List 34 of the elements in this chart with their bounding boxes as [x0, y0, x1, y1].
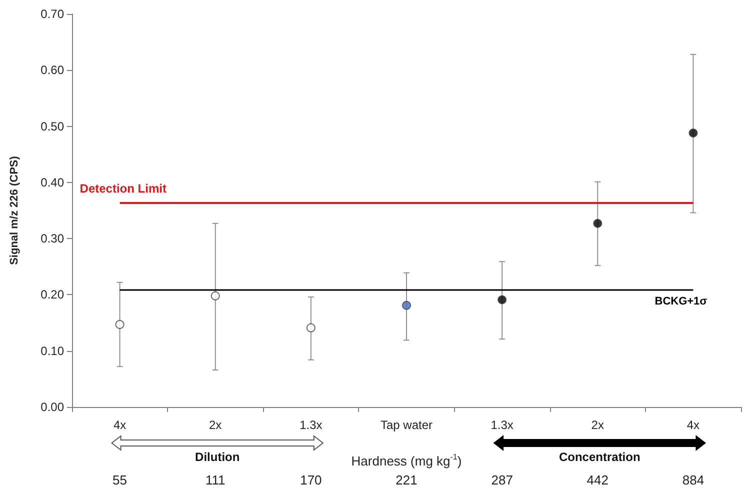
text: 55	[112, 472, 128, 488]
y-tick-label: 0.20	[40, 288, 64, 302]
point	[115, 320, 124, 329]
ref-line-label: BCKG+1σ	[654, 296, 708, 308]
y-tick-label: 0.30	[40, 232, 64, 246]
x-tick-label: 1.3x	[490, 418, 514, 432]
y-tick-label: 0.60	[40, 63, 64, 78]
point	[498, 295, 507, 304]
y-tick-label: 0.40	[40, 175, 64, 190]
x-tick-label: 2x	[209, 418, 222, 432]
x-tick-label: 4x	[686, 418, 700, 432]
text: 111	[205, 472, 226, 488]
text: Concentration	[558, 450, 640, 464]
x-tick-label: Tap water	[380, 418, 433, 432]
y-axis-title: Signal m/z 226 (CPS)	[8, 156, 20, 265]
text: Dilution	[195, 450, 240, 464]
point	[210, 291, 220, 300]
text: 442	[586, 472, 608, 488]
text: 221	[396, 472, 418, 488]
text: 287	[491, 472, 513, 488]
text: 170	[300, 472, 322, 488]
x-tick-label: 4x	[113, 418, 126, 432]
ref-line-label: Detection Limit	[80, 182, 166, 196]
point	[593, 218, 602, 228]
point	[688, 128, 698, 138]
y-tick-label: 0.50	[40, 119, 64, 134]
text: 884	[682, 472, 704, 488]
point	[306, 323, 316, 332]
y-tick-label: 0.10	[40, 344, 64, 358]
y-tick-label: 0.70	[40, 7, 64, 21]
y-tick-label: 0.00	[40, 400, 64, 414]
x-tick-label: 2x	[591, 418, 604, 432]
x-tick-label: 1.3x	[300, 418, 322, 432]
point	[402, 300, 411, 310]
